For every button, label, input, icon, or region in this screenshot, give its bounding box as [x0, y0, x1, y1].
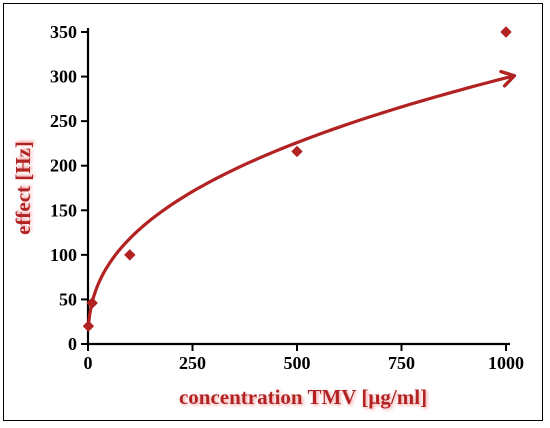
x-tick-label-250: 250: [179, 353, 206, 373]
y-tick-label-250: 250: [50, 111, 77, 131]
y-tick-label-100: 100: [50, 245, 77, 265]
data-point-1: [86, 297, 98, 309]
data-point-2: [124, 249, 136, 261]
y-tick-label-300: 300: [50, 67, 77, 87]
axes: [86, 28, 510, 346]
y-tick-label-200: 200: [50, 156, 77, 176]
chart-frame: [3, 3, 543, 421]
ticks: 0 50 100 150 200 250 300 350 0 250 500 750 1000: [50, 22, 524, 373]
data-point-4: [500, 26, 512, 38]
x-axis-label: concentration TMV [µg/ml]: [179, 385, 427, 409]
data-point-3: [291, 145, 303, 158]
y-tick-label-150: 150: [50, 200, 77, 220]
fit-curve: [86, 74, 516, 330]
data-point-0: [82, 320, 95, 332]
y-tick-label-0: 0: [68, 334, 77, 354]
fit-curve-arrowhead: [499, 69, 517, 88]
x-tick-label-500: 500: [284, 353, 311, 373]
x-tick-label-0: 0: [84, 353, 93, 373]
y-tick-label-350: 350: [50, 22, 77, 42]
fit-curve-group: [86, 69, 517, 330]
x-tick-label-1000: 1000: [488, 353, 524, 373]
data-points: [82, 26, 512, 332]
y-tick-label-50: 50: [59, 289, 77, 309]
x-tick-label-750: 750: [388, 353, 415, 373]
y-axis-label: effect [Hz]: [11, 141, 35, 235]
